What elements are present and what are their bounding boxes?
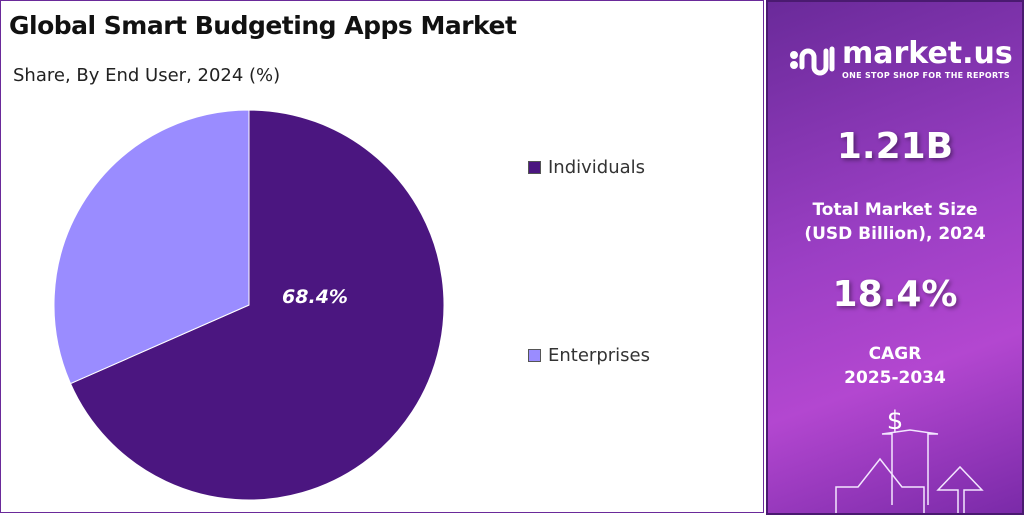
cagr-label-2: 2025-2034 — [844, 368, 946, 388]
legend-item-enterprises: Enterprises — [528, 345, 650, 366]
legend-label: Enterprises — [548, 345, 650, 366]
market-size-label-2: (USD Billion), 2024 — [804, 224, 986, 244]
logo-tagline: ONE STOP SHOP FOR THE REPORTS — [842, 71, 1010, 80]
cagr-value: 18.4% — [832, 274, 958, 315]
growth-arrows-icon — [835, 429, 984, 513]
data-label: 68.4% — [282, 286, 348, 308]
summary-panel: market.us ONE STOP SHOP FOR THE REPORTS … — [766, 0, 1024, 515]
market-us-logo: market.us ONE STOP SHOP FOR THE REPORTS — [790, 38, 1013, 81]
logo-icon — [790, 46, 835, 75]
market-size-label-1: Total Market Size — [812, 200, 978, 220]
chart-title: Global Smart Budgeting Apps Market — [9, 11, 517, 40]
logo-text: market.us — [842, 36, 1013, 71]
market-size-value: 1.21B — [836, 126, 954, 167]
legend-swatch — [528, 349, 541, 362]
legend-item-individuals: Individuals — [528, 157, 645, 178]
dollar-icon: $ — [886, 406, 904, 436]
legend-label: Individuals — [548, 157, 646, 178]
cagr-label-1: CAGR — [868, 344, 922, 364]
chart-subtitle: Share, By End User, 2024 (%) — [13, 65, 281, 86]
pie-chart: 68.4% — [53, 109, 445, 501]
pie-slice-individuals — [69, 109, 445, 501]
chart-panel: Global Smart Budgeting Apps Market Share… — [0, 0, 764, 513]
legend-swatch — [528, 161, 541, 174]
pie-slice-enterprises — [53, 109, 250, 385]
